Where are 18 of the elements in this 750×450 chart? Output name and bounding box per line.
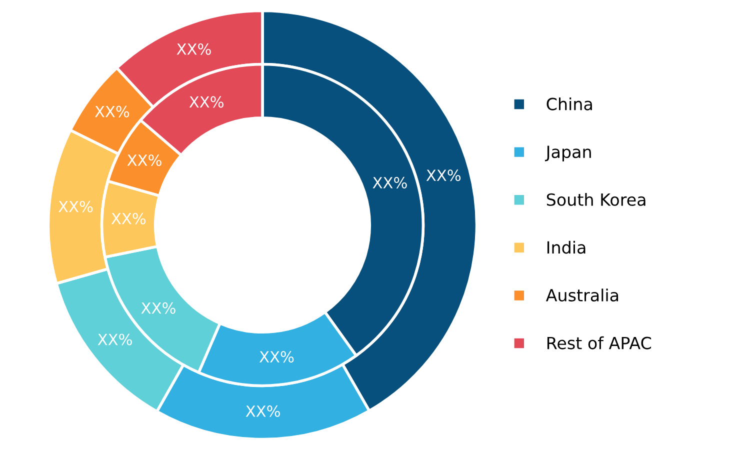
data-label: XX% (127, 154, 162, 166)
legend-label: South Korea (546, 193, 646, 206)
data-label: XX% (246, 405, 280, 417)
legend-label: China (546, 97, 592, 110)
data-label: XX% (94, 106, 130, 118)
legend-label: Japan (544, 146, 591, 162)
data-label: XX% (58, 200, 93, 212)
data-label: XX% (98, 334, 132, 346)
legend-label: Rest of APAC (547, 336, 652, 350)
data-label: XX% (426, 170, 461, 182)
legend-label: India (547, 240, 586, 254)
data-label: XX% (189, 96, 224, 108)
data-label: XX% (260, 351, 294, 363)
data-label: XX% (176, 43, 211, 55)
data-label: XX% (141, 302, 176, 314)
data-label: XX% (372, 176, 407, 188)
legend-label: Australia (546, 288, 618, 302)
data-label: XX% (111, 212, 146, 224)
